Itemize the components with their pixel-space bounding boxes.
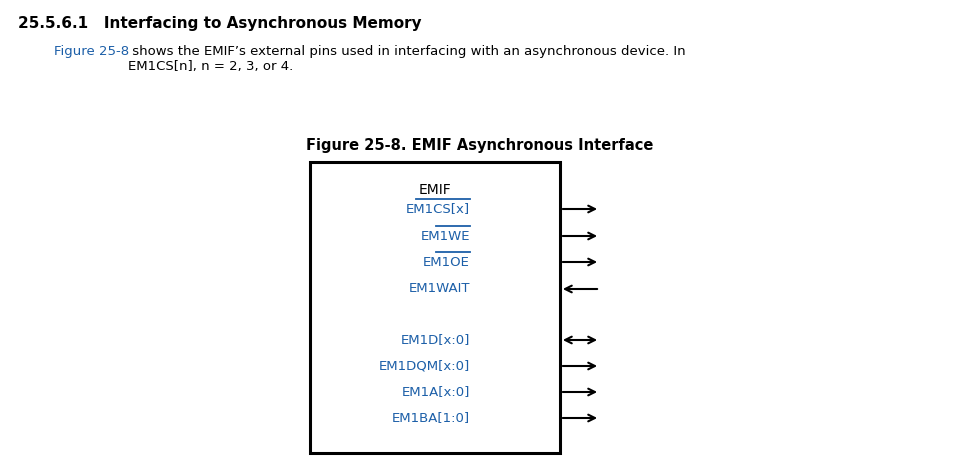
Text: Figure 25-8: Figure 25-8 [54, 45, 129, 58]
Text: EM1BA[1:0]: EM1BA[1:0] [392, 411, 470, 425]
Bar [310, 162, 560, 453]
Text: shows the EMIF’s external pins used in interfacing with an asynchronous device. : shows the EMIF’s external pins used in i… [128, 45, 686, 73]
Text: EM1WE: EM1WE [420, 229, 470, 243]
Text: EM1CS[x]: EM1CS[x] [406, 202, 470, 216]
Text: EM1D[x:0]: EM1D[x:0] [401, 334, 470, 346]
Text: 25.5.6.1   Interfacing to Asynchronous Memory: 25.5.6.1 Interfacing to Asynchronous Mem… [18, 16, 422, 31]
Text: EM1DQM[x:0]: EM1DQM[x:0] [379, 359, 470, 373]
Text: EM1OE: EM1OE [423, 255, 470, 268]
Text: EMIF: EMIF [419, 183, 452, 197]
Text: EM1A[x:0]: EM1A[x:0] [402, 385, 470, 399]
Text: EM1WAIT: EM1WAIT [409, 283, 470, 295]
Text: Figure 25-8. EMIF Asynchronous Interface: Figure 25-8. EMIF Asynchronous Interface [306, 138, 653, 153]
